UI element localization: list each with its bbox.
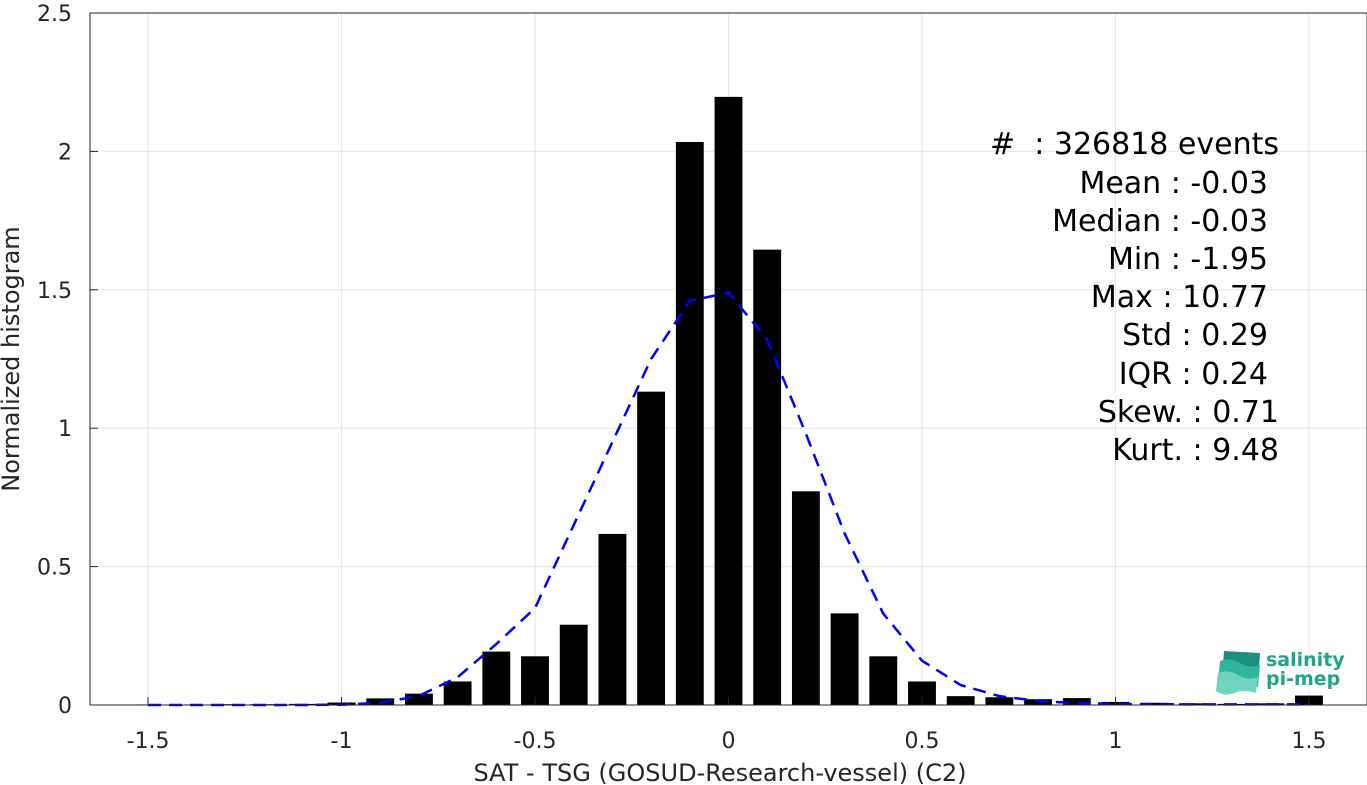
stat-kurt: Kurt. : 9.48	[1112, 433, 1279, 468]
histogram-bar	[559, 624, 588, 705]
histogram-bar	[675, 141, 704, 706]
x-tick-label: -1	[331, 729, 353, 754]
histogram-bar	[521, 656, 549, 705]
histogram-bar	[908, 681, 936, 705]
x-tick-label: 1.5	[1291, 729, 1326, 754]
histogram-bar	[598, 533, 627, 705]
stat-iqr: IQR : 0.24	[1118, 357, 1268, 392]
y-tick-label: 2.5	[37, 2, 72, 27]
histogram-bars	[134, 96, 1323, 706]
stat-std: Std : 0.29	[1122, 318, 1268, 353]
stat-mean: Mean : -0.03	[1079, 166, 1268, 201]
histogram-bar	[1140, 702, 1169, 705]
stat-max: Max : 10.77	[1090, 280, 1268, 315]
salinity-pi-mep-logo: salinity pi-mep	[1216, 647, 1348, 695]
y-tick-label: 0.5	[37, 556, 72, 581]
histogram-bar	[714, 96, 743, 705]
y-tick-label: 1	[58, 417, 72, 442]
histogram-bar	[753, 249, 782, 705]
histogram-bar	[482, 651, 511, 705]
stat-skew: Skew. : 0.71	[1097, 395, 1279, 430]
y-tick-label: 0	[58, 694, 72, 719]
stat-median: Median : -0.03	[1052, 204, 1268, 239]
x-tick-label: 0.5	[904, 729, 939, 754]
histogram-bar	[946, 696, 975, 705]
histogram-bar	[985, 697, 1014, 705]
y-axis-label: Normalized histogram	[0, 226, 25, 491]
x-tick-label: 1	[1108, 729, 1122, 754]
x-axis-label: SAT - TSG (GOSUD-Research-vessel) (C2)	[474, 759, 967, 785]
x-tick-label: 0	[722, 729, 736, 754]
stat-count: # : 326818 events	[990, 127, 1279, 162]
y-tick-label: 1.5	[37, 279, 72, 304]
histogram-bar	[869, 656, 898, 705]
logo-text-line2: pi-mep	[1266, 668, 1341, 690]
stat-min: Min : -1.95	[1107, 242, 1268, 277]
x-tick-label: -1.5	[127, 729, 170, 754]
histogram-bar	[404, 693, 433, 705]
histogram-bar	[830, 613, 859, 705]
logo-text-line1: salinity	[1266, 649, 1345, 671]
histogram-bar	[791, 491, 820, 705]
wave-logo-icon	[1216, 651, 1260, 695]
y-tick-label: 2	[58, 140, 72, 165]
histogram-bar	[1062, 698, 1091, 705]
histogram-bar	[443, 681, 472, 705]
histogram-bar	[637, 391, 666, 705]
axis-ticks: -1.5 -1 -0.5 0 0.5 1 1.5 0 0.5 1 1.5 2 2.5	[37, 2, 1326, 754]
x-tick-label: -0.5	[514, 729, 557, 754]
